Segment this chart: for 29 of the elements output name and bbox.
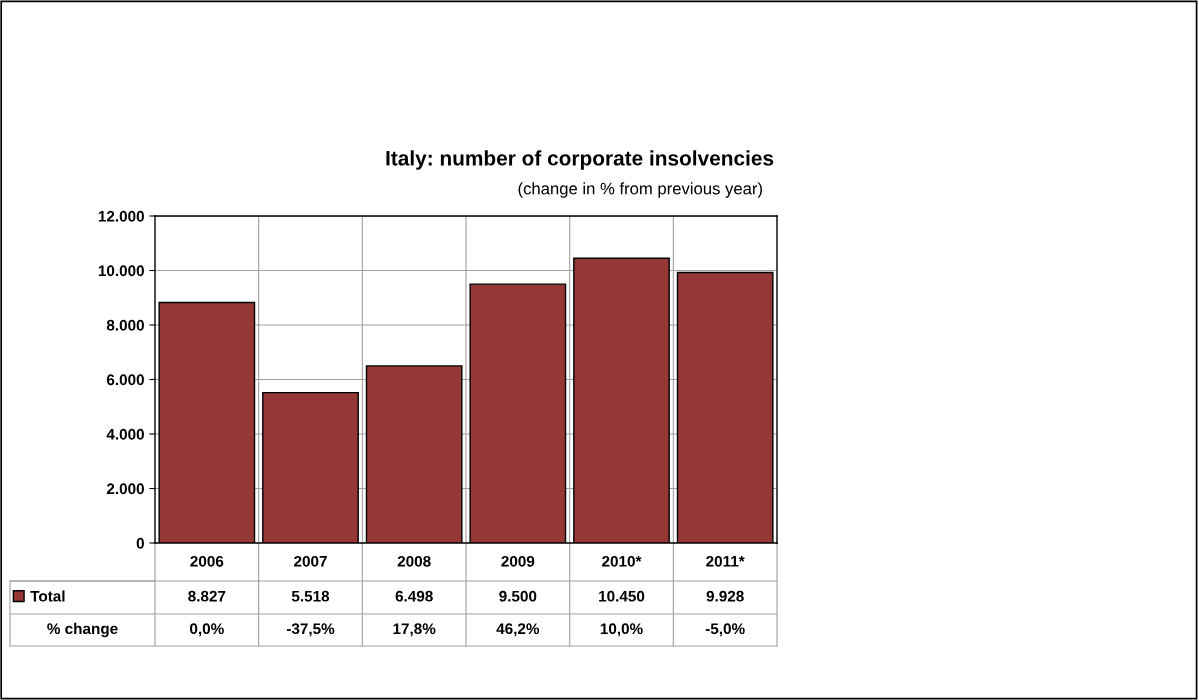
x-tick-label: 2011* — [706, 555, 745, 567]
text: 46,2% — [496, 623, 540, 637]
data-label: 9.500 — [499, 590, 537, 602]
text: 17,8% — [393, 623, 436, 637]
y-tick-label: 8.000 — [106, 319, 144, 331]
text: 0,0% — [190, 623, 224, 637]
x-tick-label: 2010* — [602, 555, 642, 567]
data-label: 9.928 — [706, 590, 744, 602]
y-tick-label: 2.000 — [106, 483, 144, 495]
data-label: 5.518 — [291, 590, 330, 602]
y-tick-label: 10.000 — [98, 265, 144, 277]
y-tick-label: 4.000 — [106, 428, 144, 440]
x-tick-label: 2009 — [501, 555, 535, 567]
text: 10,0% — [600, 623, 643, 637]
text: % change — [47, 622, 118, 638]
data-label: 6.498 — [395, 590, 433, 602]
y-tick-label: 12.000 — [98, 210, 144, 222]
text: -5,0% — [705, 623, 745, 637]
data-label: 10.450 — [599, 590, 645, 602]
y-tick-label: 6.000 — [106, 374, 144, 386]
x-tick-label: 2008 — [397, 555, 431, 567]
legend-label: Total — [30, 590, 65, 602]
x-tick-label: 2006 — [190, 555, 224, 567]
chart-title: Italy: number of corporate insolvencies — [386, 150, 774, 170]
x-tick-label: 2007 — [294, 555, 327, 567]
data-label: 8.827 — [188, 590, 226, 602]
text: -37,5% — [286, 623, 335, 637]
chart-subtitle: (change in % from previous year) — [518, 182, 762, 198]
y-tick-label: 0 — [136, 537, 144, 549]
